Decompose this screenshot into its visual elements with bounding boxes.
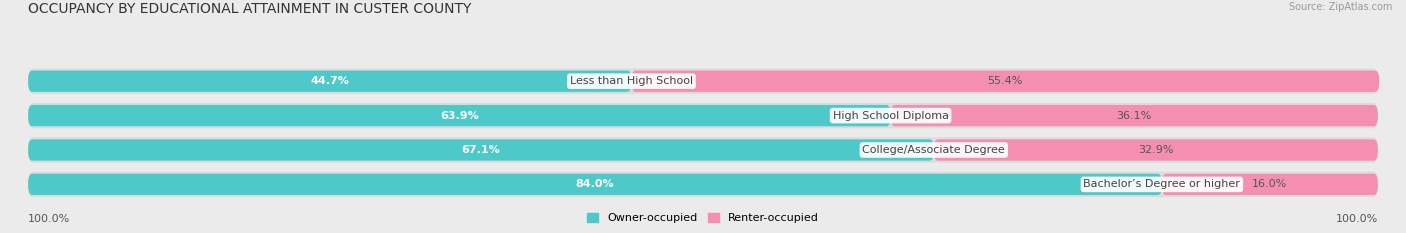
FancyBboxPatch shape (28, 172, 1378, 197)
FancyBboxPatch shape (934, 139, 1378, 161)
FancyBboxPatch shape (28, 69, 1378, 94)
Text: Less than High School: Less than High School (569, 76, 693, 86)
Text: Source: ZipAtlas.com: Source: ZipAtlas.com (1288, 2, 1392, 12)
FancyBboxPatch shape (28, 105, 890, 126)
FancyBboxPatch shape (631, 71, 1379, 92)
FancyBboxPatch shape (890, 105, 1378, 126)
FancyBboxPatch shape (28, 174, 1161, 195)
FancyBboxPatch shape (1161, 174, 1378, 195)
Legend: Owner-occupied, Renter-occupied: Owner-occupied, Renter-occupied (582, 208, 824, 227)
FancyBboxPatch shape (28, 137, 1378, 163)
Text: 32.9%: 32.9% (1137, 145, 1174, 155)
FancyBboxPatch shape (28, 71, 631, 92)
Text: 100.0%: 100.0% (28, 214, 70, 224)
Text: High School Diploma: High School Diploma (832, 111, 949, 121)
Text: 44.7%: 44.7% (311, 76, 349, 86)
Text: 16.0%: 16.0% (1253, 179, 1288, 189)
Text: Bachelor’s Degree or higher: Bachelor’s Degree or higher (1084, 179, 1240, 189)
FancyBboxPatch shape (28, 139, 934, 161)
Text: OCCUPANCY BY EDUCATIONAL ATTAINMENT IN CUSTER COUNTY: OCCUPANCY BY EDUCATIONAL ATTAINMENT IN C… (28, 2, 471, 16)
FancyBboxPatch shape (28, 103, 1378, 128)
Text: 36.1%: 36.1% (1116, 111, 1152, 121)
Text: 100.0%: 100.0% (1336, 214, 1378, 224)
Text: 55.4%: 55.4% (987, 76, 1024, 86)
Text: 67.1%: 67.1% (461, 145, 501, 155)
Text: 84.0%: 84.0% (575, 179, 614, 189)
Text: 63.9%: 63.9% (440, 111, 479, 121)
Text: College/Associate Degree: College/Associate Degree (862, 145, 1005, 155)
